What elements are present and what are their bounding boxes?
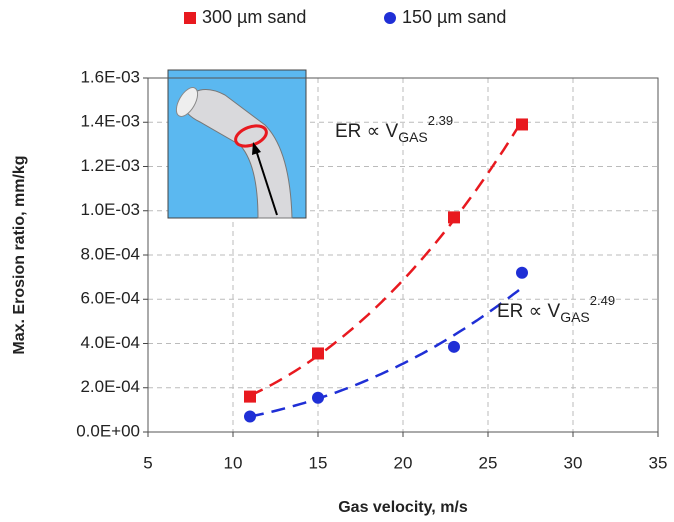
marker (448, 341, 460, 353)
annotation-exponent: 2.39 (428, 113, 453, 128)
marker (312, 392, 324, 404)
marker (244, 411, 256, 423)
annotation: ER ∝ VGAS2.39 (335, 113, 453, 144)
x-tick-label: 25 (479, 453, 498, 472)
marker (244, 391, 256, 403)
y-tick-label: 0.0E+00 (76, 421, 140, 440)
annotation-exponent: 2.49 (590, 293, 615, 308)
y-tick-label: 1.4E-03 (80, 112, 140, 131)
legend-label: 300 µm sand (202, 7, 306, 27)
x-tick-label: 5 (143, 453, 152, 472)
y-tick-label: 4.0E-04 (80, 333, 140, 352)
annotation-subscript: GAS (398, 129, 428, 145)
y-axis-title: Max. Erosion ratio, mm/kg (11, 155, 28, 354)
marker (448, 211, 460, 223)
y-tick-label: 1.2E-03 (80, 156, 140, 175)
x-tick-label: 35 (649, 453, 668, 472)
annotation-subscript: GAS (560, 309, 590, 325)
y-tick-label: 6.0E-04 (80, 289, 140, 308)
legend-label: 150 µm sand (402, 7, 506, 27)
marker (516, 267, 528, 279)
fit-curve (250, 288, 522, 417)
annotation-text: ER ∝ V (335, 121, 399, 142)
x-tick-label: 15 (309, 453, 328, 472)
inset-image (168, 70, 306, 218)
legend-marker (184, 12, 196, 24)
y-tick-label: 8.0E-04 (80, 244, 140, 263)
annotation-text: ER ∝ V (497, 301, 561, 322)
x-tick-label: 10 (224, 453, 243, 472)
x-tick-label: 20 (394, 453, 413, 472)
y-tick-label: 1.0E-03 (80, 200, 140, 219)
marker (312, 347, 324, 359)
x-axis-title: Gas velocity, m/s (338, 499, 468, 516)
legend-marker (384, 12, 396, 24)
y-tick-label: 2.0E-04 (80, 377, 140, 396)
y-tick-label: 1.6E-03 (80, 67, 140, 86)
chart: Gas velocity, m/s Max. Erosion ratio, mm… (0, 0, 674, 522)
marker (516, 118, 528, 130)
annotation: ER ∝ VGAS2.49 (497, 293, 615, 324)
x-tick-label: 30 (564, 453, 583, 472)
